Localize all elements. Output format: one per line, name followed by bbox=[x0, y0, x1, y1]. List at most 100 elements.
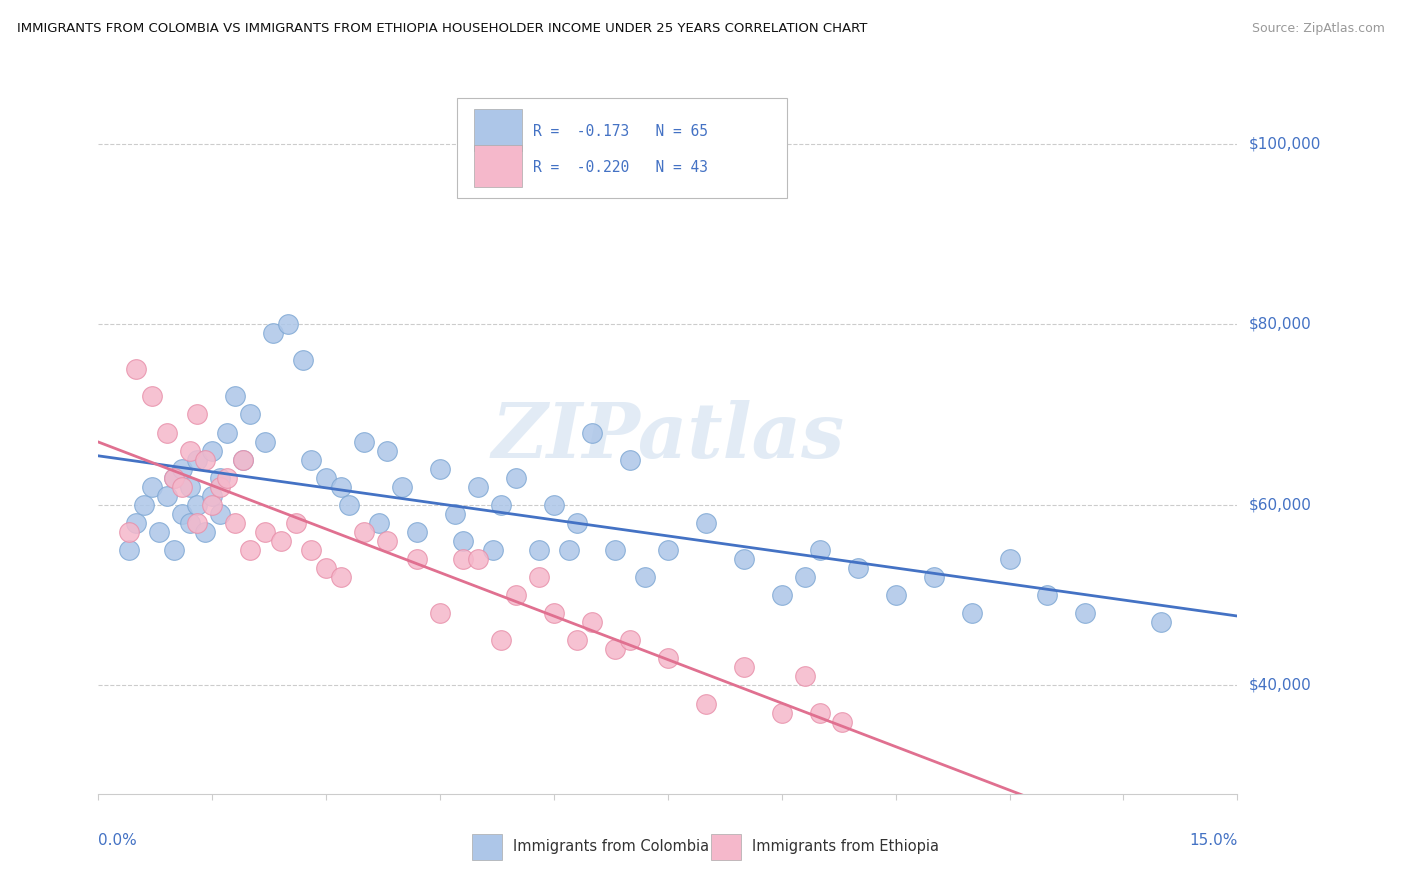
Point bbox=[1074, 606, 1097, 620]
Point bbox=[239, 543, 262, 558]
Text: Immigrants from Colombia: Immigrants from Colombia bbox=[513, 839, 709, 855]
Point bbox=[201, 498, 224, 512]
Point bbox=[232, 452, 254, 467]
Point bbox=[330, 570, 353, 584]
Point bbox=[565, 516, 588, 530]
Point bbox=[695, 516, 717, 530]
Text: Immigrants from Ethiopia: Immigrants from Ethiopia bbox=[752, 839, 939, 855]
Point bbox=[118, 524, 141, 539]
Point bbox=[353, 434, 375, 449]
Point bbox=[619, 633, 641, 648]
FancyBboxPatch shape bbox=[711, 834, 741, 860]
Point bbox=[489, 633, 512, 648]
Point bbox=[179, 480, 201, 494]
Text: $100,000: $100,000 bbox=[1249, 136, 1320, 151]
Point bbox=[292, 353, 315, 368]
FancyBboxPatch shape bbox=[457, 98, 787, 198]
Point bbox=[201, 443, 224, 458]
Point bbox=[793, 669, 815, 683]
Point bbox=[132, 498, 155, 512]
Point bbox=[581, 425, 603, 440]
Point bbox=[619, 452, 641, 467]
Point bbox=[217, 425, 239, 440]
Point bbox=[527, 570, 550, 584]
Point bbox=[194, 452, 217, 467]
Point bbox=[299, 543, 322, 558]
Point bbox=[543, 606, 565, 620]
Point bbox=[922, 570, 945, 584]
Point bbox=[156, 425, 179, 440]
Point bbox=[254, 524, 277, 539]
Point bbox=[1036, 588, 1059, 602]
Point bbox=[224, 516, 246, 530]
Point bbox=[239, 408, 262, 422]
Point bbox=[330, 480, 353, 494]
Text: $60,000: $60,000 bbox=[1249, 498, 1312, 512]
Point bbox=[170, 480, 193, 494]
Point bbox=[125, 362, 148, 376]
Point bbox=[208, 471, 231, 485]
Text: 15.0%: 15.0% bbox=[1189, 833, 1237, 848]
Point bbox=[284, 516, 307, 530]
FancyBboxPatch shape bbox=[474, 109, 522, 152]
Point bbox=[429, 461, 451, 475]
Point bbox=[884, 588, 907, 602]
Point bbox=[505, 588, 527, 602]
Point bbox=[527, 543, 550, 558]
Text: $40,000: $40,000 bbox=[1249, 678, 1312, 693]
Point bbox=[793, 570, 815, 584]
Point bbox=[565, 633, 588, 648]
Point bbox=[603, 543, 626, 558]
Point bbox=[179, 443, 201, 458]
Point bbox=[208, 480, 231, 494]
Point bbox=[1150, 615, 1173, 630]
Point bbox=[770, 706, 793, 720]
Point bbox=[770, 588, 793, 602]
Point bbox=[232, 452, 254, 467]
FancyBboxPatch shape bbox=[474, 145, 522, 187]
Point bbox=[603, 642, 626, 657]
Point bbox=[808, 706, 831, 720]
Point bbox=[201, 489, 224, 503]
Point bbox=[467, 552, 489, 566]
Point bbox=[846, 561, 869, 575]
Point bbox=[444, 507, 467, 521]
Point bbox=[831, 714, 853, 729]
Point bbox=[315, 471, 337, 485]
Point bbox=[299, 452, 322, 467]
Point bbox=[270, 533, 292, 548]
Point bbox=[391, 480, 413, 494]
Point bbox=[451, 533, 474, 548]
Point bbox=[634, 570, 657, 584]
Point bbox=[208, 507, 231, 521]
Point bbox=[163, 471, 186, 485]
Point bbox=[163, 543, 186, 558]
Point bbox=[543, 498, 565, 512]
Point bbox=[156, 489, 179, 503]
Point bbox=[505, 471, 527, 485]
Point bbox=[695, 697, 717, 711]
Point bbox=[353, 524, 375, 539]
Point bbox=[733, 552, 755, 566]
Text: Source: ZipAtlas.com: Source: ZipAtlas.com bbox=[1251, 22, 1385, 36]
Point bbox=[170, 461, 193, 475]
Point bbox=[186, 498, 208, 512]
Point bbox=[960, 606, 983, 620]
Point bbox=[179, 516, 201, 530]
Point bbox=[186, 516, 208, 530]
Point bbox=[489, 498, 512, 512]
Point bbox=[406, 552, 429, 566]
Point bbox=[194, 524, 217, 539]
Point bbox=[733, 660, 755, 674]
Point bbox=[148, 524, 170, 539]
Point bbox=[581, 615, 603, 630]
Point bbox=[558, 543, 581, 558]
Text: ZIPatlas: ZIPatlas bbox=[491, 401, 845, 474]
Point bbox=[451, 552, 474, 566]
Point bbox=[657, 651, 679, 665]
Point bbox=[467, 480, 489, 494]
Text: IMMIGRANTS FROM COLOMBIA VS IMMIGRANTS FROM ETHIOPIA HOUSEHOLDER INCOME UNDER 25: IMMIGRANTS FROM COLOMBIA VS IMMIGRANTS F… bbox=[17, 22, 868, 36]
Point bbox=[808, 543, 831, 558]
Text: $80,000: $80,000 bbox=[1249, 317, 1312, 332]
Point bbox=[368, 516, 391, 530]
